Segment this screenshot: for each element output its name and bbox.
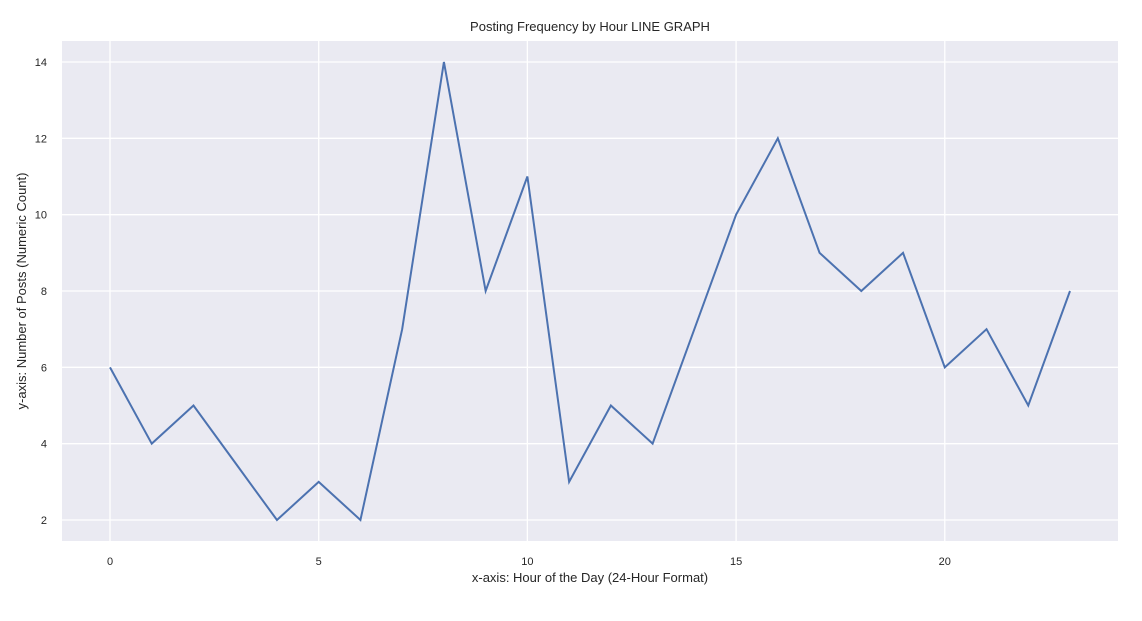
y-tick-label: 14 xyxy=(35,57,47,69)
y-tick-label: 12 xyxy=(35,133,47,145)
x-tick-label: 0 xyxy=(107,556,113,568)
chart-title: Posting Frequency by Hour LINE GRAPH xyxy=(470,19,710,34)
x-tick-label: 15 xyxy=(730,556,742,568)
y-axis-ticks: 2 4 6 8 10 12 14 xyxy=(35,57,47,527)
y-axis-label: y-axis: Number of Posts (Numeric Count) xyxy=(14,173,29,410)
y-tick-label: 10 xyxy=(35,210,47,222)
y-tick-label: 4 xyxy=(41,439,47,451)
series-line xyxy=(109,61,1071,522)
y-tick-label: 8 xyxy=(41,286,47,298)
y-tick-label: 2 xyxy=(41,515,47,527)
x-tick-label: 10 xyxy=(521,556,533,568)
gridlines xyxy=(62,41,1118,541)
x-axis-ticks: 0 5 10 15 20 xyxy=(107,556,951,568)
x-tick-label: 5 xyxy=(316,556,322,568)
y-tick-label: 6 xyxy=(41,362,47,374)
x-tick-label: 20 xyxy=(939,556,951,568)
x-axis-label: x-axis: Hour of the Day (24-Hour Format) xyxy=(472,570,708,585)
